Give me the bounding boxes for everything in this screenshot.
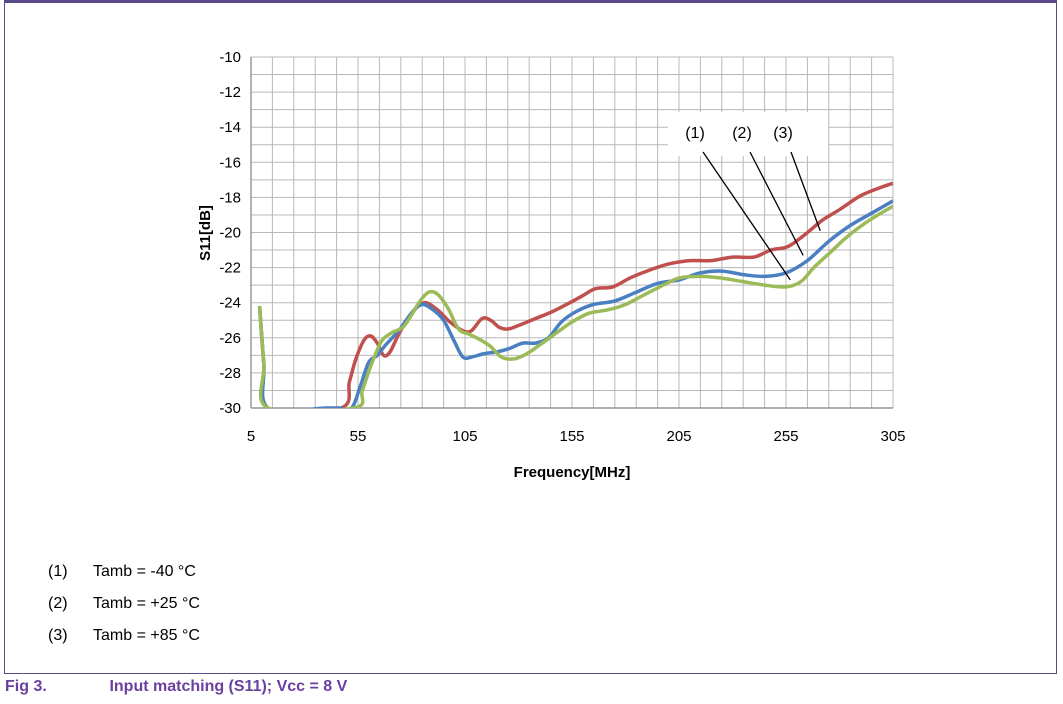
y-tick-label: -12 [219, 84, 241, 101]
x-tick-label: 155 [559, 428, 584, 445]
note-number: (3) [48, 627, 68, 644]
y-tick-label: -30 [219, 400, 241, 417]
chart-ticks: 5 55 105 155 205 255 305-10-12-14-16-18-20-22-… [219, 49, 905, 445]
chart-callouts: (1) (2) (3) [668, 112, 828, 281]
x-tick-label: 105 [452, 428, 477, 445]
x-tick-label: 255 [773, 428, 798, 445]
note-text: Tamb = +25 °C [93, 595, 200, 612]
series-line-3 [257, 204, 893, 408]
y-axis-label: S11[dB] [197, 205, 214, 261]
y-tick-label: -16 [219, 154, 241, 171]
chart-grid [250, 56, 894, 409]
x-tick-label: 55 [350, 428, 367, 445]
callout-label: (2) [732, 125, 752, 142]
figure-title: Input matching (S11); Vcc = 8 V [109, 678, 348, 695]
y-tick-label: -28 [219, 365, 241, 382]
callout-box [668, 112, 828, 156]
series-line-2 [257, 181, 893, 408]
s11-chart: 5 55 105 155 205 255 305-10-12-14-16-18-20-22-… [197, 49, 906, 481]
y-tick-label: -10 [219, 49, 241, 66]
chart-series [257, 181, 893, 408]
callout-leader-line [749, 151, 804, 256]
note-number: (2) [48, 595, 68, 612]
y-tick-label: -18 [219, 189, 241, 206]
note-text: Tamb = -40 °C [93, 563, 196, 580]
y-tick-label: -20 [219, 225, 241, 242]
y-tick-label: -26 [219, 330, 241, 347]
callout-leader-line [790, 151, 821, 231]
figure-number: Fig 3. [5, 678, 47, 695]
y-tick-label: -24 [219, 295, 241, 312]
x-tick-label: 205 [666, 428, 691, 445]
note-item: (2) Tamb = +25 °C [48, 588, 200, 620]
y-tick-label: -14 [219, 119, 241, 136]
temperature-notes: (1) Tamb = -40 °C (2) Tamb = +25 °C (3) … [48, 556, 200, 652]
figure-caption: Fig 3. Input matching (S11); Vcc = 8 V [5, 678, 347, 696]
figure-frame [4, 0, 1057, 674]
callout-label: (1) [685, 125, 705, 142]
callout-leader-line [702, 151, 791, 281]
note-item: (3) Tamb = +85 °C [48, 620, 200, 652]
note-number: (1) [48, 563, 68, 580]
x-tick-label: 5 [247, 428, 255, 445]
series-line-1 [257, 199, 893, 408]
x-axis-label: Frequency[MHz] [514, 464, 631, 481]
y-tick-label: -22 [219, 260, 241, 277]
note-item: (1) Tamb = -40 °C [48, 556, 200, 588]
callout-label: (3) [773, 125, 793, 142]
note-text: Tamb = +85 °C [93, 627, 200, 644]
x-tick-label: 305 [880, 428, 905, 445]
